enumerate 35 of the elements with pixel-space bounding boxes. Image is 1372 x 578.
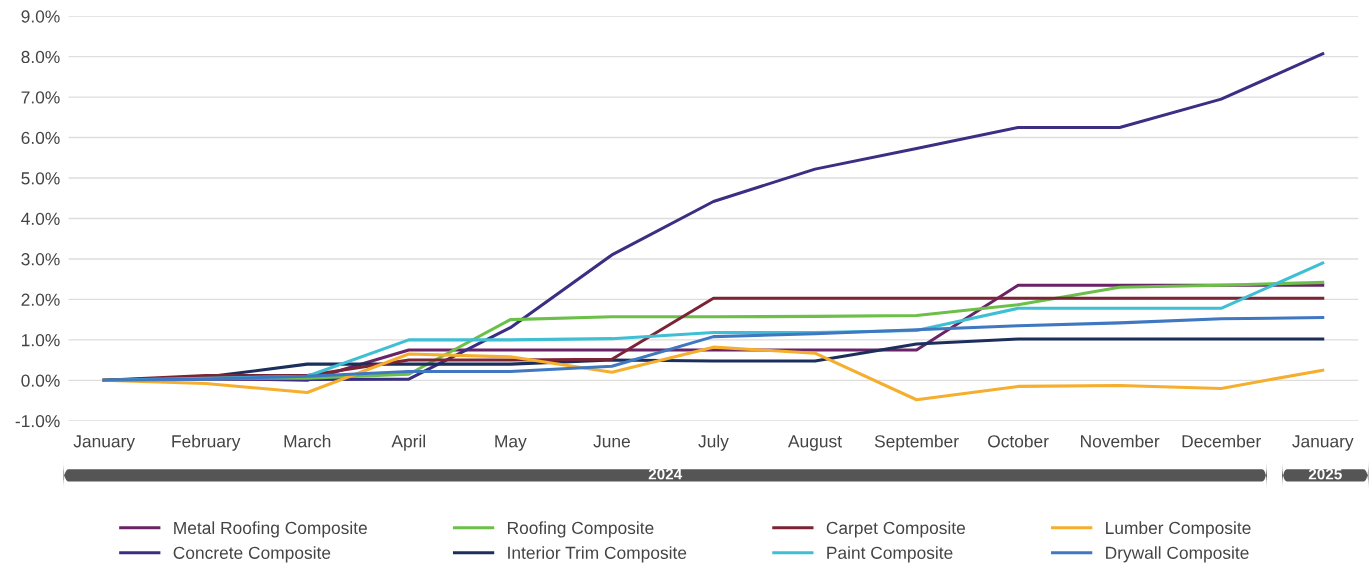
legend-label: Carpet Composite: [826, 521, 965, 538]
y-tick-label: 2.0%: [21, 293, 60, 306]
legend-label: Lumber Composite: [1106, 521, 1251, 538]
x-tick-label: July: [698, 434, 729, 451]
text: 2025: [1308, 468, 1342, 480]
legend-label: Paint Composite: [827, 546, 953, 563]
text: 2024: [648, 468, 683, 480]
x-tick-label: January: [73, 435, 135, 451]
y-tick-label: 9.0%: [21, 10, 60, 23]
x-tick-label: September: [874, 434, 959, 451]
y-tick-label: 1.0%: [22, 334, 60, 347]
x-tick-label: August: [788, 435, 842, 451]
y-tick-label: 4.0%: [21, 212, 60, 225]
x-tick-label: January: [1292, 435, 1354, 451]
x-tick-label: February: [172, 434, 241, 451]
line-series: [102, 316, 1325, 382]
legend-label: Concrete Composite: [173, 546, 331, 563]
x-tick-label: March: [284, 434, 331, 448]
legend-label: Roofing Composite: [507, 521, 654, 538]
y-tick-label: 6.0%: [21, 131, 60, 145]
x-tick-label: May: [495, 435, 527, 451]
x-tick-label: June: [593, 435, 630, 448]
y-tick-label: 0.0%: [21, 374, 60, 387]
y-tick-label: -1.0%: [15, 414, 60, 428]
legend-label: Metal Roofing Composite: [174, 521, 367, 538]
y-tick-label: 3.0%: [21, 253, 60, 266]
x-tick-label: April: [391, 434, 425, 451]
x-tick-label: December: [1182, 434, 1261, 448]
y-tick-label: 5.0%: [21, 172, 60, 185]
x-tick-label: November: [1081, 434, 1160, 448]
y-tick-label: 8.0%: [21, 50, 60, 64]
legend-label: Interior Trim Composite: [508, 546, 687, 563]
legend-label: Drywall Composite: [1106, 546, 1249, 563]
x-tick-label: October: [988, 434, 1049, 448]
y-tick-label: 7.0%: [21, 91, 60, 104]
